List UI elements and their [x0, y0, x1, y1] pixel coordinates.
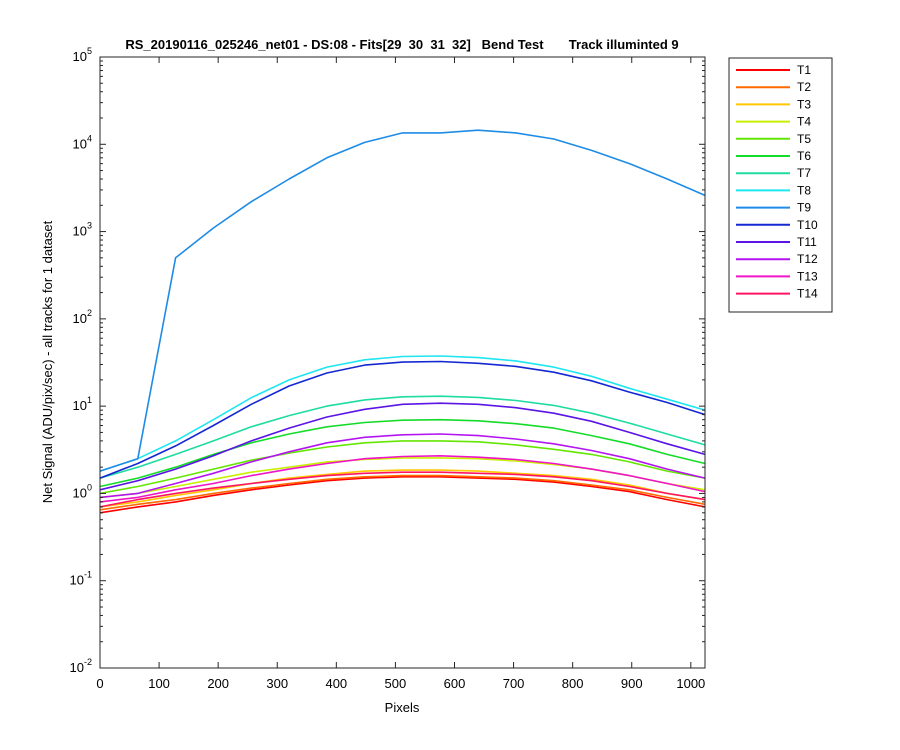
legend-label-t5: T5 [797, 132, 811, 146]
series-line-t6 [99, 418, 706, 488]
y-tick-label-3: 101 [73, 395, 92, 413]
series-line-t5 [99, 440, 706, 495]
x-tick-label-5: 500 [385, 676, 407, 691]
y-axis: 10-2 10-1 100 101 102 103 104 105 [70, 46, 705, 675]
legend-label-t11: T11 [797, 235, 817, 249]
x-tick-label-10: 1000 [676, 676, 705, 691]
y-tick-label-2: 100 [73, 482, 92, 500]
legend-label-t9: T9 [797, 201, 811, 215]
x-tick-label-3: 300 [266, 676, 288, 691]
y-tick-label-4: 102 [73, 308, 92, 326]
x-tick-label-4: 400 [325, 676, 347, 691]
series-line-t11 [99, 402, 706, 491]
series-line-t10 [99, 360, 706, 479]
legend-label-t6: T6 [797, 149, 811, 163]
series-line-t13 [99, 454, 706, 503]
x-tick-label-6: 600 [444, 676, 466, 691]
y-axis-label: Net Signal (ADU/pix/sec) - all tracks fo… [40, 220, 55, 503]
series-line-t9 [99, 129, 706, 472]
series-line-t7 [99, 395, 706, 479]
x-axis-label: Pixels [385, 700, 420, 715]
legend-label-t13: T13 [797, 269, 818, 283]
legend-label-t2: T2 [797, 80, 811, 94]
y-tick-label-0: 10-2 [70, 657, 92, 675]
x-tick-label-9: 900 [621, 676, 643, 691]
chart-title: RS_20190116_025246_net01 - DS:08 - Fits[… [125, 37, 678, 52]
legend-box [728, 57, 833, 313]
legend-label-t1: T1 [797, 63, 811, 77]
series-line-t2 [99, 474, 706, 511]
legend-label-t4: T4 [797, 115, 811, 129]
legend-label-t10: T10 [797, 218, 818, 232]
y-tick-label-1: 10-1 [70, 570, 92, 588]
legend-label-t3: T3 [797, 97, 811, 111]
series-line-t14 [99, 471, 706, 508]
series-line-t12 [99, 433, 706, 499]
series-line-t8 [99, 355, 706, 472]
legend-label-t14: T14 [797, 287, 818, 301]
x-tick-label-2: 200 [207, 676, 229, 691]
y-tick-label-5: 103 [73, 221, 92, 239]
series-line-t3 [99, 469, 706, 508]
series-layer [99, 129, 706, 514]
x-tick-label-0: 0 [96, 676, 103, 691]
plot-frame [99, 56, 706, 669]
y-tick-label-6: 104 [73, 133, 92, 151]
legend-label-t12: T12 [797, 252, 818, 266]
legend: T1 T2 T3 T4 T5 T6 T7 T8 T9 T10 T11 T12 T13 T14 [728, 57, 833, 313]
x-axis: 0 100 200 300 400 500 600 700 800 900 1000 [96, 57, 705, 691]
y-tick-label-7: 105 [73, 46, 92, 64]
x-tick-label-1: 100 [148, 676, 170, 691]
series-line-t1 [99, 475, 706, 514]
legend-label-t7: T7 [797, 166, 811, 180]
x-tick-label-7: 700 [503, 676, 525, 691]
x-tick-label-8: 800 [562, 676, 584, 691]
legend-label-t8: T8 [797, 183, 811, 197]
